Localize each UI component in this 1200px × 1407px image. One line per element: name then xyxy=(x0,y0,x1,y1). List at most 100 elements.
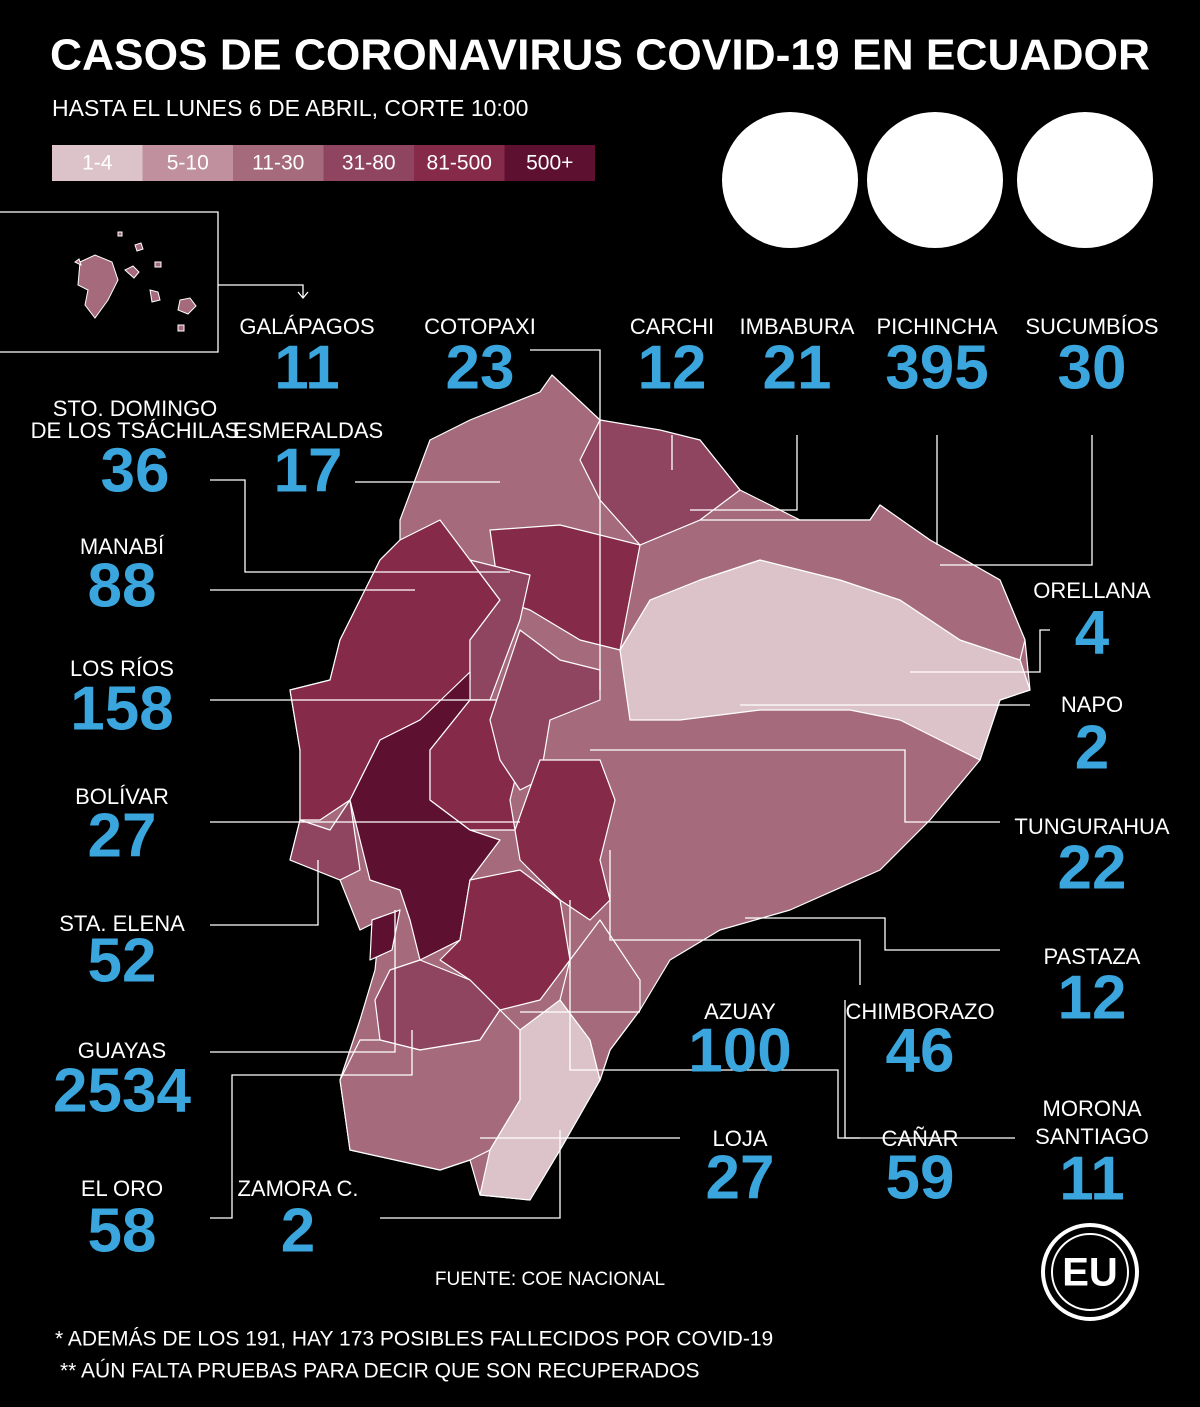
total-value: 100 xyxy=(1042,140,1129,198)
footnote: * ADEMÁS DE LOS 191, HAY 173 POSIBLES FA… xyxy=(55,1328,773,1351)
province-name: SANTIAGO xyxy=(1035,1124,1149,1149)
province-cases: 36 xyxy=(101,436,170,505)
legend-swatch xyxy=(504,145,595,181)
total-label: CASOS xyxy=(764,205,817,222)
footnote: ** AÚN FALTA PRUEBAS PARA DECIR QUE SON … xyxy=(60,1360,700,1383)
province-cases: 21 xyxy=(763,333,832,402)
province-name: PICHINCHA xyxy=(876,314,997,339)
legend-label: 5-10 xyxy=(167,152,209,175)
province-cases: 27 xyxy=(88,801,157,870)
legend-label: 31-80 xyxy=(342,152,396,175)
source: FUENTE: COE NACIONAL xyxy=(435,1269,665,1290)
province-name: LOJA xyxy=(712,1126,767,1151)
province-cases: 11 xyxy=(274,333,340,402)
province-name: ZAMORA C. xyxy=(237,1176,358,1201)
province-name: MORONA xyxy=(1043,1096,1142,1121)
province-name: DE LOS TSÁCHILAS xyxy=(31,418,240,443)
total-circle xyxy=(722,112,858,248)
province-cases: 58 xyxy=(88,1196,157,1265)
legend-label: 11-30 xyxy=(252,152,304,175)
legend-label: 500+ xyxy=(526,152,573,175)
province-name: EL ORO xyxy=(81,1176,163,1201)
province-cases: 52 xyxy=(88,926,157,995)
logo: EU xyxy=(1041,1223,1139,1321)
title: CASOS DE CORONAVIRUS COVID-19 EN ECUADOR xyxy=(50,31,1150,80)
province-cases: 100 xyxy=(688,1016,791,1085)
province-name: LOS RÍOS xyxy=(70,656,174,681)
logo-text: EU xyxy=(1062,1251,1118,1295)
province-cases: 2534 xyxy=(53,1056,191,1125)
province-name: CHIMBORAZO xyxy=(845,999,994,1024)
province-name: STO. DOMINGO xyxy=(53,396,218,421)
total-caption: TOTAL xyxy=(765,136,815,153)
subtitle: HASTA EL LUNES 6 DE ABRIL, CORTE 10:00 xyxy=(52,95,528,121)
province-cases: 4 xyxy=(1075,598,1110,667)
province-name: MANABÍ xyxy=(80,534,165,559)
province-name: IMBABURA xyxy=(740,314,855,339)
province-cases: 30 xyxy=(1058,333,1127,402)
legend-swatch xyxy=(323,145,414,181)
province-cases: 27 xyxy=(706,1143,775,1212)
legend-label: 81-500 xyxy=(427,152,492,175)
province-cases: 395 xyxy=(885,333,988,402)
total-value: 3747 xyxy=(732,150,848,208)
province-name: CAÑAR xyxy=(881,1126,958,1151)
province-name: GUAYAS xyxy=(78,1038,166,1063)
province-name: STA. ELENA xyxy=(59,911,185,936)
province-name: GALÁPAGOS xyxy=(239,314,374,339)
province-name: COTOPAXI xyxy=(424,314,536,339)
legend-label: 1-4 xyxy=(82,152,113,175)
province-name: ESMERALDAS xyxy=(233,418,383,443)
province-name: NAPO xyxy=(1061,692,1123,717)
province-cases: 2 xyxy=(1075,713,1109,782)
province-name: CARCHI xyxy=(630,314,714,339)
province-cases: 59 xyxy=(886,1143,955,1212)
province-name: BOLÍVAR xyxy=(75,784,169,809)
legend-swatch xyxy=(233,145,324,181)
province-cases: 11 xyxy=(1059,1144,1125,1213)
total-circle xyxy=(1017,112,1153,248)
province-cases: 158 xyxy=(70,674,173,743)
legend-swatch xyxy=(414,145,505,181)
province-cases: 2 xyxy=(281,1196,315,1265)
province-cases: 22 xyxy=(1058,833,1127,902)
province-cases: 12 xyxy=(1058,963,1127,1032)
leader-lines xyxy=(210,349,1093,1219)
province-name: AZUAY xyxy=(704,999,776,1024)
province-label: ZAMORA C.2 xyxy=(237,1176,358,1266)
province-cases: 23 xyxy=(446,333,515,402)
province-cases: 88 xyxy=(88,551,157,620)
province-name: SUCUMBÍOS xyxy=(1025,314,1158,339)
province-name: PASTAZA xyxy=(1044,944,1141,969)
total-value: 191 xyxy=(892,140,979,198)
total-circle xyxy=(867,112,1003,248)
province-name: ORELLANA xyxy=(1033,578,1151,603)
total-label: HOSP.** xyxy=(1057,209,1114,226)
total-label: EN ALTA xyxy=(1055,191,1114,208)
province-cases: 12 xyxy=(638,333,707,402)
province-name: TUNGURAHUA xyxy=(1014,814,1170,839)
legend-swatch xyxy=(52,145,143,181)
